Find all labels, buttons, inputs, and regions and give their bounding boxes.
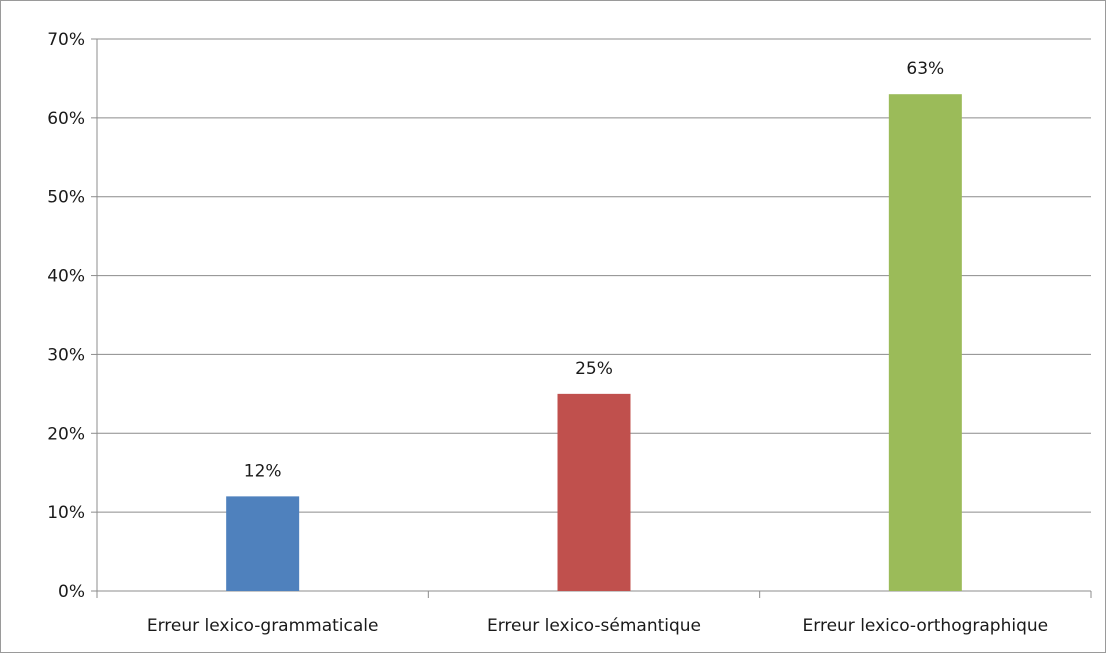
category-label: Erreur lexico-orthographique [803,616,1049,636]
y-tick-label: 10% [47,503,85,523]
bar-3 [888,94,962,591]
data-label: 25% [575,359,613,379]
y-tick-label: 20% [47,424,85,444]
y-tick-label: 70% [47,30,85,50]
y-tick-label: 30% [47,345,85,365]
data-label: 63% [906,59,944,79]
data-label: 12% [244,461,282,481]
bar-2 [557,393,631,591]
y-tick-label: 60% [47,109,85,129]
y-tick-label: 50% [47,188,85,208]
category-label: Erreur lexico-sémantique [487,616,701,636]
bar-1 [226,496,300,591]
category-label: Erreur lexico-grammaticale [147,616,379,636]
y-tick-label: 0% [58,582,85,602]
y-tick-label: 40% [47,267,85,287]
